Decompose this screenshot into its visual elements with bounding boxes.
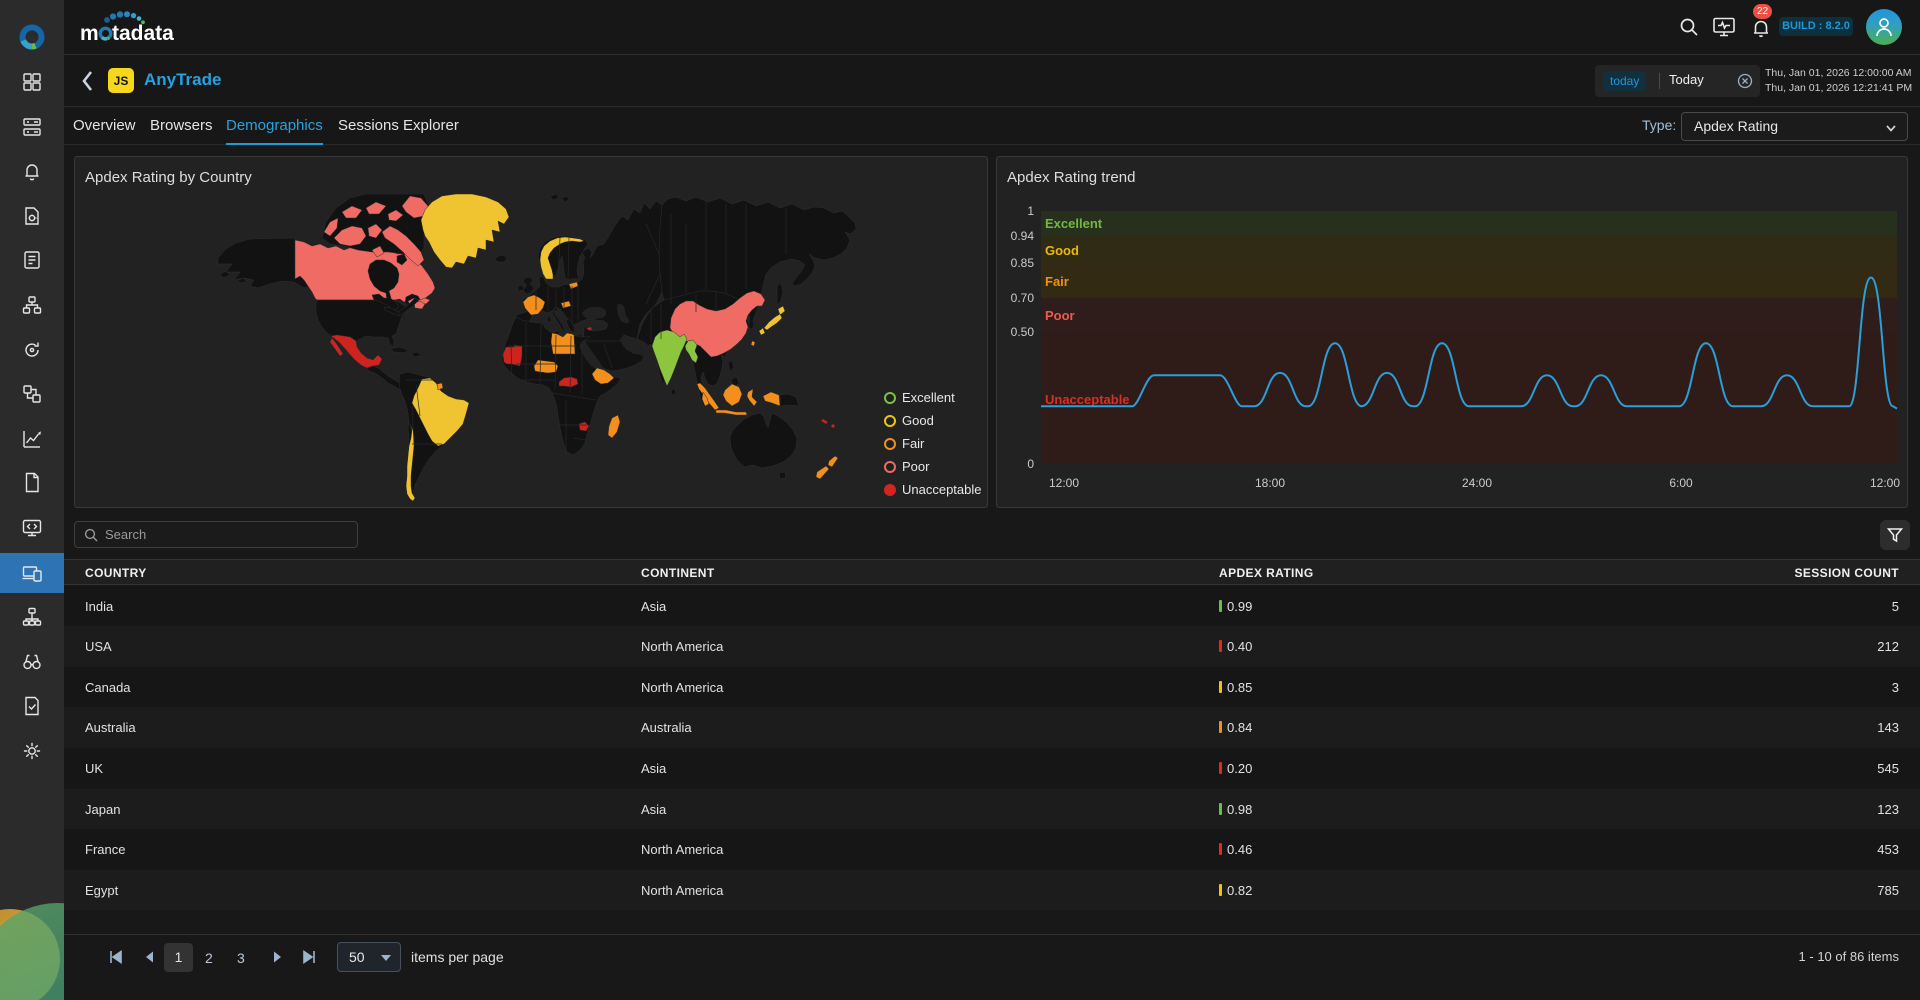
svg-text:Excellent: Excellent xyxy=(1045,216,1103,231)
svg-text:Good: Good xyxy=(1045,243,1079,258)
svg-text:Unacceptable: Unacceptable xyxy=(1045,392,1130,407)
svg-text:Poor: Poor xyxy=(1045,308,1075,323)
svg-text:12:00: 12:00 xyxy=(1049,476,1079,490)
svg-text:0.94: 0.94 xyxy=(1011,229,1035,243)
svg-text:1: 1 xyxy=(1027,204,1034,218)
svg-text:tadata: tadata xyxy=(112,22,174,45)
svg-text:0.50: 0.50 xyxy=(1011,325,1035,339)
svg-text:0.85: 0.85 xyxy=(1011,256,1035,270)
svg-text:0: 0 xyxy=(1027,457,1034,471)
svg-text:18:00: 18:00 xyxy=(1255,476,1285,490)
svg-text:m: m xyxy=(80,22,99,45)
svg-text:Fair: Fair xyxy=(1045,274,1069,289)
svg-text:24:00: 24:00 xyxy=(1462,476,1492,490)
svg-text:12:00: 12:00 xyxy=(1870,476,1900,490)
svg-text:6:00: 6:00 xyxy=(1669,476,1693,490)
svg-text:0.70: 0.70 xyxy=(1011,291,1035,305)
